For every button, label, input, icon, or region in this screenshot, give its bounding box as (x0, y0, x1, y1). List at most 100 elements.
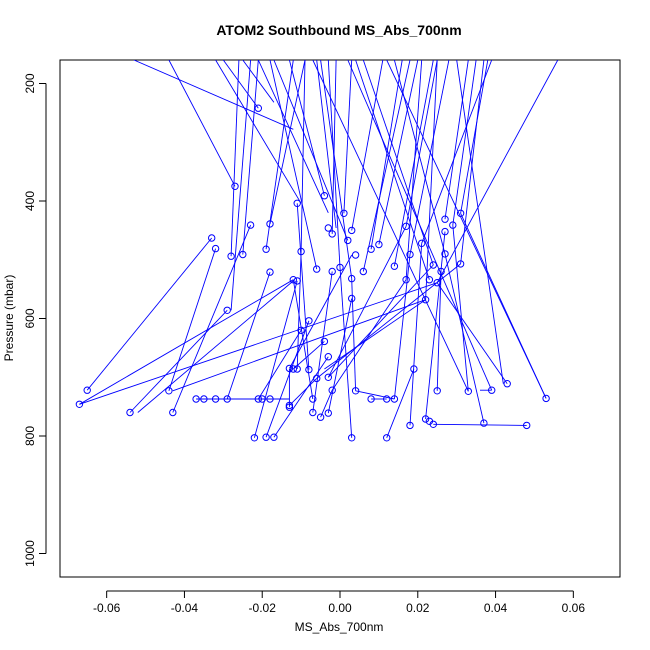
series-line-segment (409, 60, 450, 255)
data-point (305, 365, 313, 374)
data-point (456, 260, 465, 268)
data-point (254, 104, 262, 112)
series-line-segment (300, 60, 306, 252)
plot-frame (59, 59, 621, 578)
data-point (402, 222, 410, 231)
x-tick-label: 0.02 (406, 601, 430, 615)
series-line-segment (347, 60, 493, 391)
series-line-segment (257, 60, 329, 213)
data-point (320, 192, 329, 200)
data-point (266, 268, 274, 276)
data-point (429, 261, 437, 269)
series-line-segment (269, 60, 318, 270)
series-line-segment (288, 60, 325, 196)
data-point (126, 408, 134, 417)
data-point (402, 276, 410, 284)
series-line-segment (273, 356, 329, 438)
data-point (340, 209, 348, 218)
series-line-segment (242, 60, 259, 255)
data-point (421, 296, 430, 304)
data-point (313, 374, 321, 383)
series-line-segment (433, 423, 527, 426)
data-point (270, 433, 278, 441)
data-point (309, 395, 317, 403)
series-line-segment (327, 298, 353, 414)
data-point (285, 403, 294, 411)
data-point (320, 337, 329, 346)
series-line-segment (230, 60, 240, 257)
x-axis-label: MS_Abs_700nm (295, 620, 384, 634)
data-point (441, 250, 449, 258)
data-point (293, 365, 301, 373)
series-line-segment (343, 60, 353, 214)
data-point (328, 230, 336, 238)
data-point (464, 387, 472, 395)
data-point (367, 245, 375, 253)
data-point (239, 250, 247, 259)
series-line-segment (168, 60, 236, 187)
series-line-segment (425, 231, 446, 420)
y-tick-label: 1000 (23, 540, 37, 567)
data-point (410, 365, 418, 373)
y-axis: 200 400 600 800 1000 (23, 73, 47, 567)
data-point (383, 395, 391, 403)
data-point (383, 434, 391, 442)
data-point (456, 209, 465, 218)
series-line-segment (452, 225, 469, 392)
series-line-segment (79, 282, 438, 405)
series-line-segment (312, 60, 469, 392)
data-point (390, 395, 399, 403)
series-line-segment (393, 254, 411, 400)
x-tick-label: 0.06 (562, 601, 586, 615)
series-line-segment (172, 299, 426, 392)
data-point (262, 245, 270, 253)
series-line-segment (86, 237, 213, 391)
series-line-segment (370, 60, 403, 250)
series-line-segment (362, 60, 434, 266)
data-point (246, 221, 255, 229)
data-point (344, 236, 352, 245)
series-line-segment (436, 60, 559, 283)
data-point (433, 279, 441, 287)
series-line-segment (405, 60, 423, 280)
series-line-segment (409, 243, 423, 426)
data-point (231, 182, 239, 191)
series-line-segment (331, 279, 407, 391)
x-tick-label: -0.06 (93, 601, 121, 615)
series-line-segment (79, 279, 294, 405)
x-axis: -0.06 -0.04 -0.02 0.00 0.02 0.04 0.06 (93, 590, 586, 615)
series-line-segment (327, 226, 407, 378)
series-line-segment (386, 368, 415, 438)
series-line-segment (386, 60, 547, 399)
series-line-segment (242, 60, 275, 103)
data-point (313, 265, 321, 273)
data-point (262, 433, 270, 441)
series-line-segment (444, 253, 485, 424)
data-point (211, 395, 220, 403)
data-point (367, 395, 375, 403)
data-point (418, 239, 426, 248)
series-line-segment (133, 60, 294, 130)
data-point (83, 386, 91, 394)
data-point (351, 387, 360, 395)
data-point (433, 387, 441, 395)
data-point (250, 434, 259, 442)
series-line-segment (316, 263, 461, 379)
data-point (390, 262, 399, 270)
data-point (297, 247, 305, 256)
series-line-segment (265, 320, 310, 438)
data-point (309, 408, 317, 417)
series-line-segment (292, 279, 314, 400)
data-point (254, 395, 262, 403)
data-point (328, 267, 336, 276)
data-point (324, 409, 332, 417)
data-point (437, 267, 445, 276)
data-point (293, 277, 301, 285)
data-point (351, 251, 360, 259)
data-point (200, 395, 208, 403)
data-point (359, 267, 367, 276)
y-tick-label: 200 (23, 73, 37, 93)
series-line-segment (168, 248, 217, 391)
series-line-segment (312, 271, 333, 413)
data-point (289, 365, 297, 373)
